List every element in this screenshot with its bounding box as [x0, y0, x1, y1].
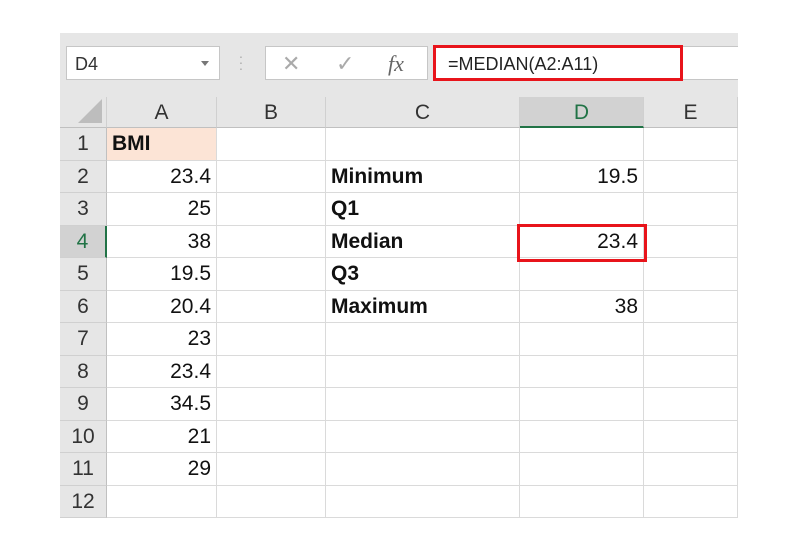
cell-c2[interactable]: Minimum [326, 160, 520, 193]
cell-a8[interactable]: 23.4 [107, 355, 217, 388]
row-header-6[interactable]: 6 [60, 290, 107, 323]
cell-e1[interactable] [644, 128, 738, 161]
row-header-12[interactable]: 12 [60, 485, 107, 518]
column-header-c[interactable]: C [326, 97, 520, 128]
cell-d10[interactable] [520, 420, 644, 453]
cell-c12[interactable] [326, 485, 520, 518]
cell-d9[interactable] [520, 388, 644, 421]
cell-a3[interactable]: 25 [107, 193, 217, 226]
cell-e5[interactable] [644, 258, 738, 291]
cell-a2[interactable]: 23.4 [107, 160, 217, 193]
row-header-10[interactable]: 10 [60, 420, 107, 453]
cell-c9[interactable] [326, 388, 520, 421]
cell-b5[interactable] [217, 258, 326, 291]
active-cell-highlight [517, 224, 647, 262]
row-header-11[interactable]: 11 [60, 453, 107, 486]
row-header-1[interactable]: 1 [60, 128, 107, 161]
cell-b12[interactable] [217, 485, 326, 518]
cell-e4[interactable] [644, 225, 738, 258]
cell-b1[interactable] [217, 128, 326, 161]
column-header-a[interactable]: A [107, 97, 217, 128]
chevron-down-icon[interactable] [201, 61, 209, 66]
cell-d4[interactable]: 23.4 [520, 225, 644, 258]
cell-b7[interactable] [217, 323, 326, 356]
row-header-9[interactable]: 9 [60, 388, 107, 421]
cell-e7[interactable] [644, 323, 738, 356]
formula-input-extension[interactable] [683, 46, 738, 80]
cell-c3[interactable]: Q1 [326, 193, 520, 226]
cell-c8[interactable] [326, 355, 520, 388]
column-header-e[interactable]: E [644, 97, 738, 128]
cell-a5[interactable]: 19.5 [107, 258, 217, 291]
cell-a11[interactable]: 29 [107, 453, 217, 486]
cell-c6[interactable]: Maximum [326, 290, 520, 323]
cell-c4[interactable]: Median [326, 225, 520, 258]
cell-b11[interactable] [217, 453, 326, 486]
row-header-8[interactable]: 8 [60, 355, 107, 388]
cell-b6[interactable] [217, 290, 326, 323]
cell-a9[interactable]: 34.5 [107, 388, 217, 421]
cell-d1[interactable] [520, 128, 644, 161]
cell-d6[interactable]: 38 [520, 290, 644, 323]
cell-c7[interactable] [326, 323, 520, 356]
row-header-4[interactable]: 4 [60, 225, 107, 258]
cell-e8[interactable] [644, 355, 738, 388]
cell-a4[interactable]: 38 [107, 225, 217, 258]
fx-icon[interactable]: fx [388, 51, 404, 76]
cell-d11[interactable] [520, 453, 644, 486]
cell-d7[interactable] [520, 323, 644, 356]
cell-c10[interactable] [326, 420, 520, 453]
cell-d3[interactable] [520, 193, 644, 226]
cell-b8[interactable] [217, 355, 326, 388]
select-all-button[interactable] [60, 97, 107, 128]
cancel-icon[interactable]: ✕ [282, 51, 301, 76]
formula-buttons: ✕ ✓ fx [265, 46, 428, 80]
cell-a12[interactable] [107, 485, 217, 518]
cell-a10[interactable]: 21 [107, 420, 217, 453]
cell-c11[interactable] [326, 453, 520, 486]
cell-e11[interactable] [644, 453, 738, 486]
spreadsheet-window: D4 · · · ✕ ✓ fx =MEDIAN(A2:A11) A B C D E 1 BMI 2… [60, 33, 738, 518]
cell-d5[interactable] [520, 258, 644, 291]
cell-a6[interactable]: 20.4 [107, 290, 217, 323]
cell-b3[interactable] [217, 193, 326, 226]
name-box-value: D4 [75, 54, 99, 74]
row-header-3[interactable]: 3 [60, 193, 107, 226]
cell-e12[interactable] [644, 485, 738, 518]
cell-e10[interactable] [644, 420, 738, 453]
cell-d12[interactable] [520, 485, 644, 518]
cell-b10[interactable] [217, 420, 326, 453]
formula-input[interactable]: =MEDIAN(A2:A11) [433, 45, 683, 81]
cell-e9[interactable] [644, 388, 738, 421]
row-header-7[interactable]: 7 [60, 323, 107, 356]
name-box[interactable]: D4 [66, 46, 220, 80]
cell-e6[interactable] [644, 290, 738, 323]
drag-handle-icon[interactable]: · · · [238, 48, 244, 76]
cell-e3[interactable] [644, 193, 738, 226]
cell-b4[interactable] [217, 225, 326, 258]
cell-b2[interactable] [217, 160, 326, 193]
cell-a7[interactable]: 23 [107, 323, 217, 356]
column-header-d[interactable]: D [520, 97, 644, 128]
column-header-b[interactable]: B [217, 97, 326, 128]
check-icon[interactable]: ✓ [336, 51, 355, 76]
cell-d8[interactable] [520, 355, 644, 388]
cell-d2[interactable]: 19.5 [520, 160, 644, 193]
cell-e2[interactable] [644, 160, 738, 193]
cell-c5[interactable]: Q3 [326, 258, 520, 291]
cell-a1[interactable]: BMI [107, 128, 217, 161]
row-header-2[interactable]: 2 [60, 160, 107, 193]
cell-c1[interactable] [326, 128, 520, 161]
row-header-5[interactable]: 5 [60, 258, 107, 291]
cell-b9[interactable] [217, 388, 326, 421]
